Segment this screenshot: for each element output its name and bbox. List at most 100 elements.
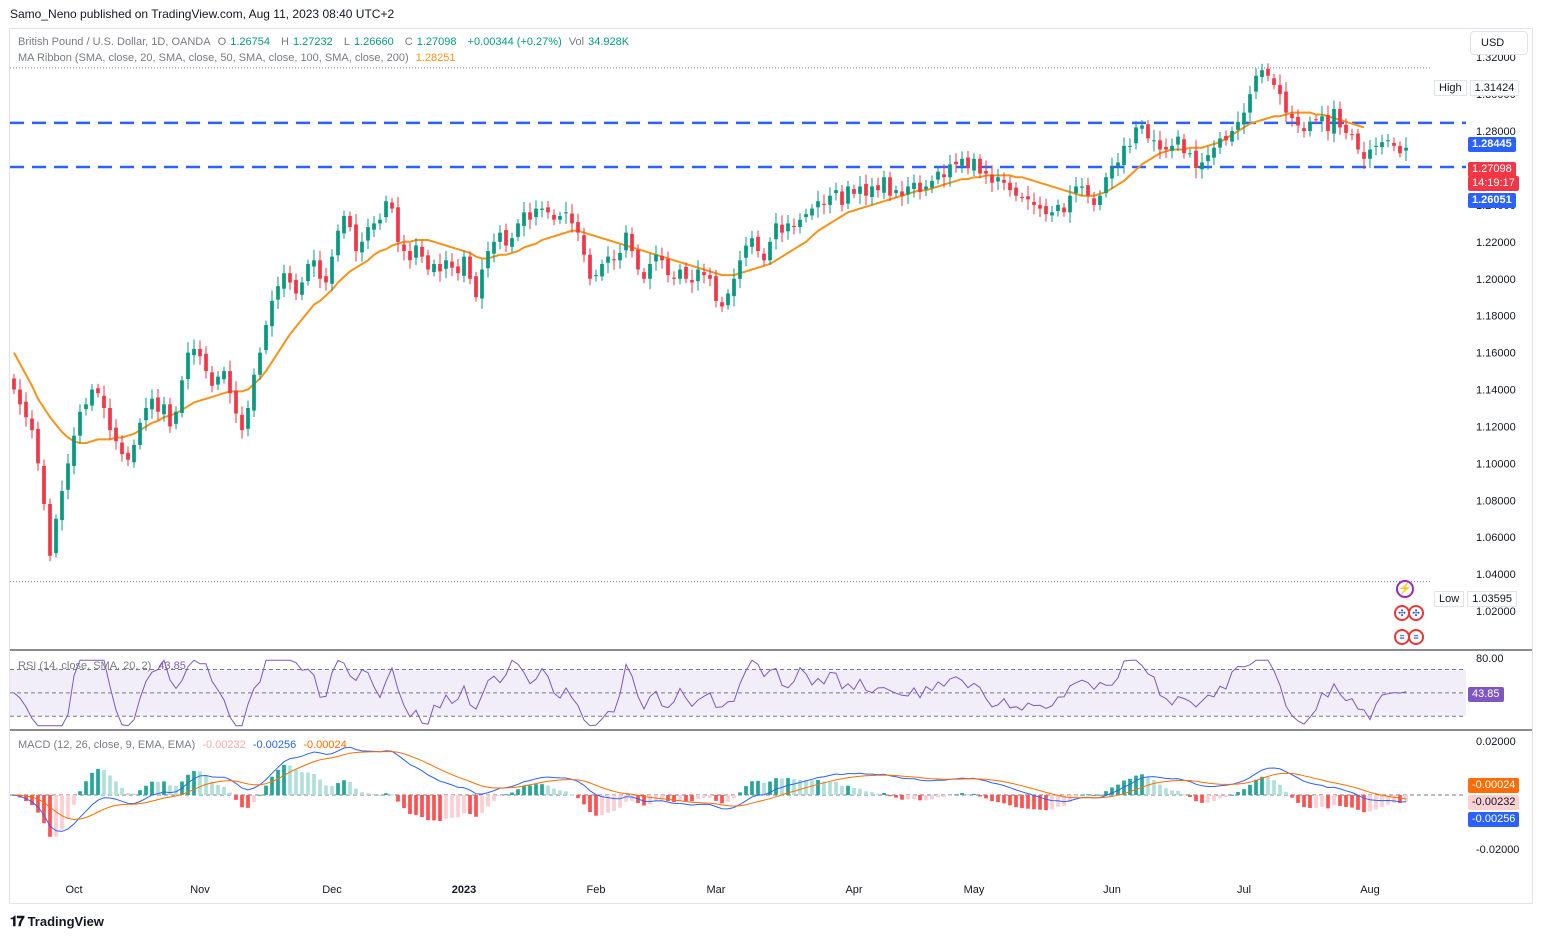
candle	[666, 251, 670, 283]
candle	[1380, 134, 1384, 155]
macd-histogram-bar	[1284, 791, 1288, 795]
macd-line-value: -0.00256	[252, 739, 297, 751]
macd-histogram-bar	[564, 791, 568, 795]
candle-body	[1206, 155, 1210, 162]
macd-histogram-bar	[1044, 795, 1048, 811]
time-tick-label: Jul	[1237, 884, 1251, 896]
candle	[606, 246, 610, 274]
macd-histogram-bar	[612, 795, 616, 811]
time-tick-label: Apr	[845, 884, 862, 896]
macd-histogram-bar	[1038, 795, 1042, 810]
candle-body	[126, 452, 130, 460]
candle	[1176, 130, 1180, 151]
macd-histogram-bar	[528, 785, 532, 795]
candle-body	[468, 256, 472, 279]
candle-body	[1032, 201, 1036, 205]
candle-body	[1110, 168, 1114, 179]
macd-histogram-bar	[678, 795, 682, 801]
candle-body	[66, 463, 70, 490]
macd-histogram-bar	[1338, 795, 1342, 806]
macd-histogram-bar	[252, 795, 256, 803]
candle-body	[270, 300, 274, 327]
macd-histogram-bar	[30, 795, 34, 806]
macd-histogram-bar	[840, 785, 844, 795]
candle	[1008, 176, 1012, 197]
price-tick-label: 1.20000	[1476, 274, 1516, 286]
candle-body	[828, 195, 832, 205]
macd-histogram-bar	[1122, 780, 1126, 795]
candle	[540, 201, 544, 218]
main-legend: British Pound / U.S. Dollar, 1D, OANDA O…	[18, 36, 637, 48]
macd-histogram-bar	[624, 795, 628, 802]
us-event-flag-icon[interactable]: ≡	[1408, 629, 1424, 645]
macd-line	[13, 746, 1407, 832]
candle	[636, 244, 640, 275]
candle	[1248, 85, 1252, 122]
tradingview-logo[interactable]: 𝟏𝟕 TradingView	[10, 913, 104, 930]
macd-histogram-bar	[174, 785, 178, 795]
candle-body	[852, 189, 856, 194]
candle	[264, 320, 268, 355]
high-marker-value: 1.31424	[1469, 80, 1520, 96]
macd-histogram-bar	[306, 772, 310, 795]
uk-event-flag-icon[interactable]: ✣	[1408, 605, 1424, 621]
candle-body	[384, 201, 388, 218]
macd-histogram-bar	[1296, 795, 1300, 803]
macd-histogram-bar	[210, 781, 214, 795]
candle	[888, 171, 892, 202]
macd-histogram-bar	[324, 785, 328, 795]
candle	[474, 271, 478, 302]
candle-body	[834, 190, 838, 194]
candle-body	[108, 408, 112, 431]
candle	[696, 260, 700, 291]
earnings-bolt-icon[interactable]: ⚡	[1396, 580, 1414, 598]
macd-histogram-bar	[432, 795, 436, 821]
macd-histogram-bar	[996, 795, 1000, 803]
macd-histogram-bar	[312, 773, 316, 795]
candle-body	[162, 404, 166, 415]
candle	[882, 170, 886, 200]
candle	[1212, 140, 1216, 166]
candle	[1098, 190, 1102, 211]
candle	[1014, 182, 1018, 202]
candle-body	[306, 264, 310, 282]
candle	[402, 235, 406, 261]
macd-histogram-bar	[1356, 795, 1360, 810]
candle	[1074, 177, 1078, 203]
candle	[354, 214, 358, 262]
price-tick-label: 1.18000	[1476, 311, 1516, 323]
macd-histogram-bar	[552, 788, 556, 795]
candle	[906, 177, 910, 204]
candle	[1122, 137, 1126, 174]
macd-histogram-bar	[48, 795, 52, 837]
candles	[12, 63, 1408, 562]
macd-histogram-bar	[570, 794, 574, 796]
candle	[204, 346, 208, 379]
price-tick-label: 1.06000	[1476, 532, 1516, 544]
macd-histogram-bar	[150, 781, 154, 795]
macd-signal-tag: -0.00024	[1468, 778, 1520, 793]
macd-histogram-bar	[1026, 795, 1030, 809]
candle-body	[348, 216, 352, 228]
candle-body	[1332, 108, 1336, 134]
candle-body	[684, 266, 688, 279]
candle-body	[474, 276, 478, 298]
candle	[1194, 140, 1198, 179]
candle	[1224, 130, 1228, 146]
candle-body	[1098, 195, 1102, 205]
candle	[126, 446, 130, 467]
candle	[954, 153, 958, 173]
candle-body	[294, 279, 298, 294]
macd-histogram-bar	[222, 786, 226, 795]
macd-histogram-bar	[576, 795, 580, 799]
currency-button[interactable]: USD	[1470, 31, 1528, 55]
candle	[1326, 105, 1330, 141]
macd-histogram-bar	[1320, 795, 1324, 807]
macd-histogram-bar	[1392, 795, 1396, 804]
candle	[1308, 116, 1312, 137]
candle	[576, 213, 580, 242]
candle-body	[354, 224, 358, 252]
candle-body	[654, 254, 658, 262]
candle-body	[666, 259, 670, 276]
